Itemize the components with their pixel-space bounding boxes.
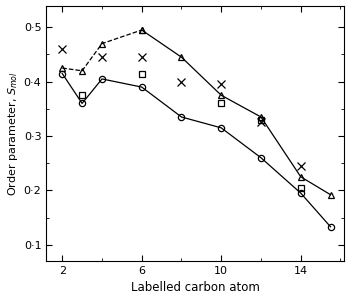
X-axis label: Labelled carbon atom: Labelled carbon atom xyxy=(131,281,260,294)
Y-axis label: Order parameter, $S_{mol}$: Order parameter, $S_{mol}$ xyxy=(6,71,20,196)
